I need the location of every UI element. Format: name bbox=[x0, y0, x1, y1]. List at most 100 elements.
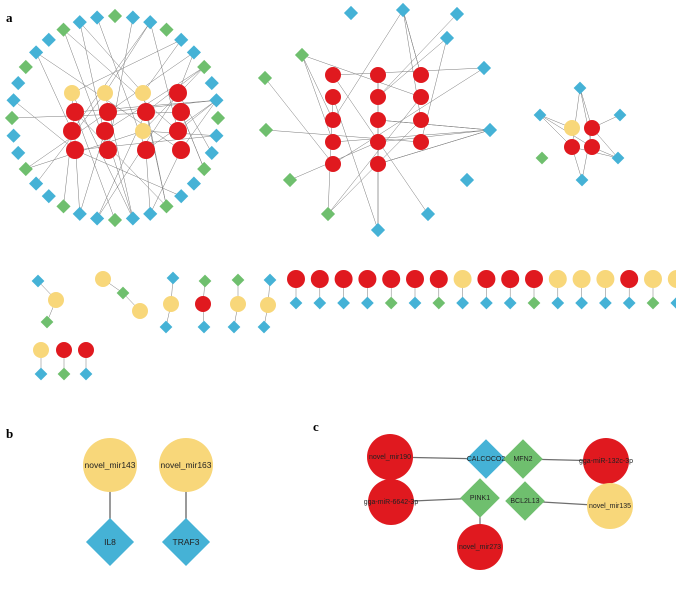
gene-node-green bbox=[40, 315, 54, 329]
gene-node-blue bbox=[611, 151, 625, 165]
gene-node-green bbox=[320, 206, 336, 222]
gene-node-blue bbox=[6, 128, 21, 143]
mirna-node-red bbox=[137, 141, 155, 159]
mirna-node-red bbox=[525, 270, 543, 288]
network-edge bbox=[579, 87, 593, 148]
gene-node-blue bbox=[31, 274, 45, 288]
gene-node-green bbox=[159, 199, 174, 214]
gene-node-green bbox=[18, 59, 33, 75]
label-novel-mir135: novel_mir135 bbox=[589, 503, 631, 510]
network-edge bbox=[265, 129, 422, 143]
gene-node-green bbox=[56, 199, 71, 214]
network-edge bbox=[11, 111, 182, 119]
network-edge bbox=[96, 92, 179, 219]
network-edge bbox=[25, 111, 109, 170]
label-calcoco2: CALCOCO2 bbox=[467, 456, 506, 463]
network-edge bbox=[402, 9, 422, 76]
label-il8: IL8 bbox=[104, 537, 116, 547]
mirna-node-red bbox=[169, 84, 187, 102]
network-edge bbox=[264, 77, 334, 165]
mirna-node-red bbox=[370, 89, 386, 105]
network-edge bbox=[332, 67, 485, 165]
gene-node-green bbox=[432, 296, 446, 310]
mirna-node-yellow bbox=[596, 270, 615, 288]
gene-node-blue bbox=[72, 15, 87, 30]
mirna-node-red bbox=[169, 122, 187, 140]
mirna-node-red bbox=[564, 139, 580, 155]
network-edge bbox=[142, 39, 182, 94]
node-gga-mir-132c-3p bbox=[583, 438, 629, 484]
mirna-node-yellow bbox=[64, 85, 80, 101]
label-novel-mir163: novel_mir163 bbox=[160, 460, 211, 470]
network-edge bbox=[150, 149, 182, 214]
gene-node-blue bbox=[361, 296, 374, 310]
gene-node-blue bbox=[575, 296, 588, 310]
mirna-node-yellow bbox=[260, 297, 276, 313]
network-edge bbox=[107, 100, 217, 113]
gene-node-blue bbox=[575, 173, 589, 187]
gene-node-blue bbox=[6, 93, 21, 108]
mirna-node-red bbox=[78, 342, 94, 358]
gene-node-blue bbox=[420, 206, 436, 222]
panel-label-c: c bbox=[313, 419, 319, 434]
gene-node-blue bbox=[209, 128, 224, 143]
node-novel-mir273 bbox=[457, 524, 503, 570]
label-novel-mir143: novel_mir143 bbox=[84, 460, 135, 470]
mirna-node-red bbox=[172, 141, 190, 159]
node-novel-mir135 bbox=[587, 483, 633, 529]
network-edge bbox=[104, 66, 205, 132]
gene-node-green bbox=[282, 172, 298, 188]
mirna-node-yellow bbox=[33, 342, 49, 358]
mirna-node-red bbox=[195, 296, 211, 312]
mirna-node-red bbox=[325, 134, 341, 150]
gene-node-blue bbox=[408, 296, 422, 310]
gene-node-green bbox=[107, 212, 123, 228]
mirna-node-red bbox=[584, 120, 600, 136]
gene-node-green bbox=[18, 161, 33, 177]
mirna-node-red bbox=[370, 67, 386, 83]
gene-node-blue bbox=[482, 122, 498, 138]
network-edge bbox=[74, 149, 182, 197]
mirna-node-red bbox=[501, 270, 520, 288]
mirna-node-yellow bbox=[163, 296, 179, 312]
gene-node-blue bbox=[41, 32, 56, 47]
panel-b-network: novel_mir143 novel_mir163 IL8 TRAF3 bbox=[83, 438, 213, 567]
gene-node-blue bbox=[166, 271, 180, 285]
network-edge bbox=[301, 54, 334, 143]
gene-node-blue bbox=[174, 32, 189, 47]
gene-node-blue bbox=[11, 145, 26, 160]
mirna-node-red bbox=[620, 270, 639, 288]
mirna-node-yellow bbox=[135, 85, 151, 101]
gene-node-blue bbox=[670, 296, 676, 310]
gene-node-blue bbox=[125, 211, 140, 226]
gene-node-blue bbox=[204, 145, 219, 160]
gene-node-blue bbox=[613, 108, 627, 122]
mirna-node-yellow bbox=[95, 271, 111, 287]
panel-label-b: b bbox=[6, 426, 13, 441]
gene-node-blue bbox=[79, 367, 93, 381]
gene-node-green bbox=[159, 22, 174, 37]
mirna-node-red bbox=[310, 270, 329, 288]
network-edge bbox=[79, 130, 106, 214]
gene-node-blue bbox=[34, 367, 48, 381]
gene-node-blue bbox=[476, 60, 492, 76]
gene-node-blue bbox=[29, 176, 44, 191]
gene-node-blue bbox=[289, 296, 303, 310]
mirna-node-red bbox=[334, 270, 353, 288]
mirna-node-red bbox=[325, 112, 341, 128]
mirna-node-red bbox=[325, 156, 341, 172]
mirna-node-red bbox=[406, 270, 424, 288]
gene-node-green bbox=[231, 273, 245, 287]
gene-node-blue bbox=[72, 206, 87, 221]
mirna-node-red bbox=[287, 270, 305, 288]
mirna-node-red bbox=[99, 103, 117, 121]
network-edge bbox=[79, 21, 144, 94]
mirna-node-red bbox=[413, 134, 429, 150]
network-edge bbox=[177, 92, 213, 154]
node-calcoco2 bbox=[466, 439, 506, 479]
gene-node-blue bbox=[395, 2, 411, 18]
network-edge bbox=[377, 119, 491, 131]
gene-node-blue bbox=[459, 172, 475, 188]
gene-node-blue bbox=[263, 273, 277, 287]
mirna-node-red bbox=[325, 89, 341, 105]
